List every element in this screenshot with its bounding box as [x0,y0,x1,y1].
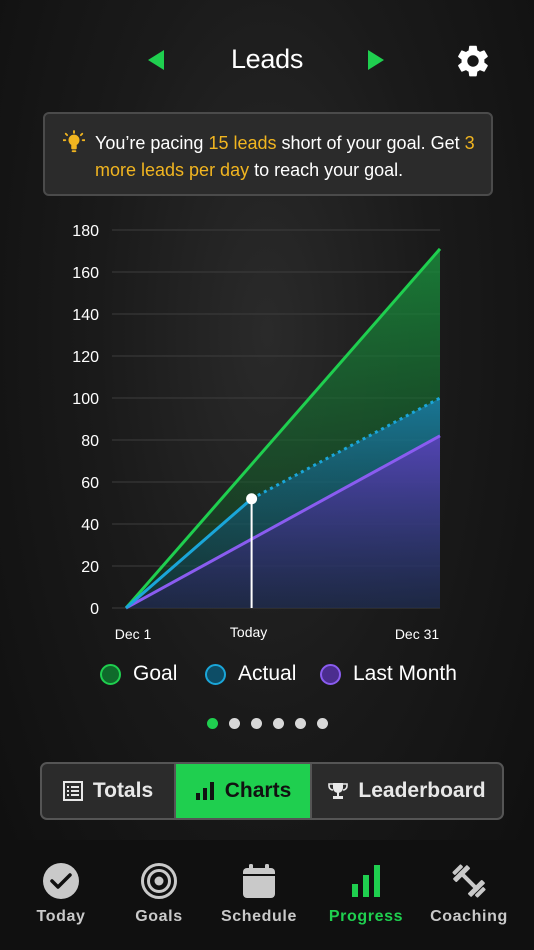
gear-icon[interactable] [454,42,492,80]
page-dot[interactable] [273,718,284,729]
goal-line [124,247,442,609]
chart-legend: Goal Actual Last Month [0,662,534,692]
page-dot[interactable] [295,718,306,729]
y-tick-label: 140 [72,307,99,324]
y-tick-label: 60 [81,475,99,492]
x-tick-label: Today [230,624,267,640]
y-tick-label: 40 [81,517,99,534]
page-title: Leads [230,44,304,74]
last-month-line [125,434,441,610]
bottom-tab-bar: Today Goals Schedule Progress [0,840,534,950]
leaderboard-tab[interactable]: Leaderboard [312,764,502,818]
charts-tab[interactable]: Charts [176,764,310,818]
page-dot[interactable] [207,718,218,729]
view-switcher: Totals Charts Leaderboard [40,762,504,820]
chevron-right-icon[interactable] [368,50,384,70]
tab-today[interactable]: Today [8,840,114,950]
page-dot[interactable] [317,718,328,729]
legend-label: Goal [133,662,178,685]
trophy-icon [328,783,349,799]
shortfall-highlight: 15 leads [208,133,277,153]
checkmark-circle-icon [43,863,79,899]
bar-chart-icon [352,865,380,897]
tab-progress[interactable]: Progress [313,840,419,950]
pacing-banner: You’re pacing 15 leads short of your goa… [43,112,493,196]
pacing-message: You’re pacing 15 leads short of your goa… [95,133,475,180]
x-tick-label: Dec 1 [115,626,152,642]
legend-item: Actual [205,662,296,686]
dumbbell-icon [452,864,486,898]
y-tick-label: 20 [81,559,99,576]
y-tick-label: 0 [90,601,99,618]
totals-tab[interactable]: Totals [42,764,174,818]
y-tick-label: 80 [81,433,99,450]
y-tick-label: 100 [72,391,99,408]
page-indicator [0,718,534,730]
legend-swatch [320,663,341,685]
leads-chart: 0 20 40 60 80 100 120 140 160 180 Dec 1 Today Dec 31 [72,223,442,642]
legend-swatch [205,663,226,685]
daily-target-highlight: 3 more leads per day [95,133,475,180]
target-icon [141,863,177,899]
actual-projection-line [250,396,441,501]
legend-label: Actual [238,662,297,685]
y-tick-label: 160 [72,265,99,282]
legend-label: Last Month [353,662,457,685]
page-dot[interactable] [229,718,240,729]
list-icon [62,781,83,801]
tab-goals[interactable]: Goals [106,840,212,950]
actual-line [125,497,253,610]
legend-swatch [100,663,121,685]
y-tick-label: 120 [72,349,99,366]
legend-item: Last Month [320,662,457,686]
lightbulb-icon [63,130,85,153]
calendar-icon [243,864,275,898]
bar-chart-icon [195,782,214,800]
tab-schedule[interactable]: Schedule [206,840,312,950]
legend-item: Goal [100,662,177,686]
page-dot[interactable] [251,718,262,729]
chevron-left-icon[interactable] [148,50,164,70]
y-tick-label: 180 [72,223,99,240]
today-marker-point [246,493,258,505]
x-tick-label: Dec 31 [395,626,440,642]
tab-coaching[interactable]: Coaching [416,840,522,950]
header: Leads [0,0,534,120]
